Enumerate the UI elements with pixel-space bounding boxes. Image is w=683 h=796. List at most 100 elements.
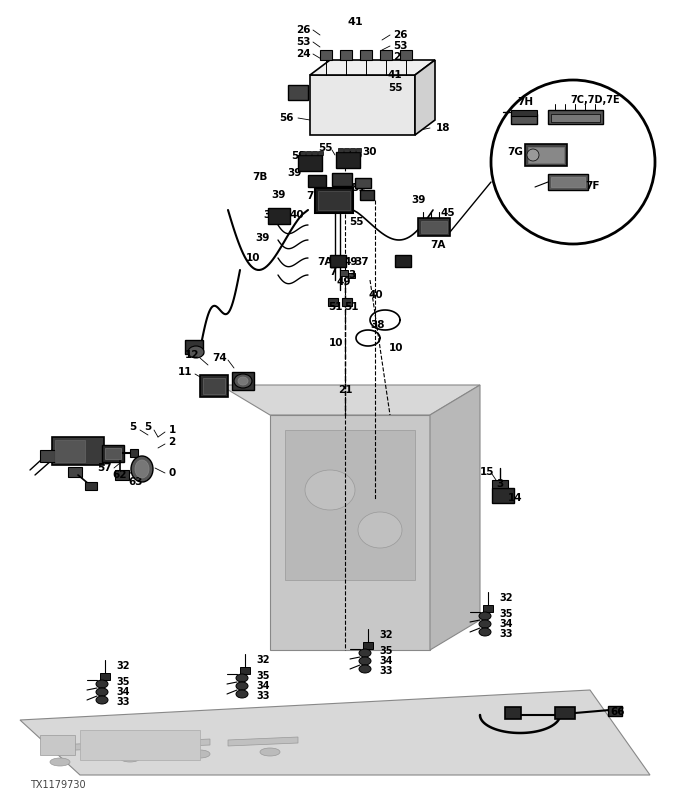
Text: 66: 66 — [611, 707, 625, 717]
Text: 63: 63 — [129, 477, 143, 487]
Text: 0: 0 — [169, 468, 176, 478]
Bar — [315, 188, 353, 213]
Text: 35: 35 — [256, 671, 270, 681]
Text: 15: 15 — [479, 467, 494, 477]
Text: 39: 39 — [255, 233, 269, 243]
Text: 56: 56 — [279, 113, 293, 123]
Text: 45: 45 — [441, 208, 456, 218]
Bar — [85, 482, 97, 490]
Polygon shape — [20, 690, 650, 775]
Bar — [318, 151, 323, 155]
Bar — [344, 148, 349, 152]
Text: 55: 55 — [388, 83, 402, 93]
Bar — [285, 430, 415, 580]
Text: 10: 10 — [246, 253, 260, 263]
Bar — [232, 372, 254, 390]
Bar — [68, 467, 82, 477]
Bar — [55, 440, 85, 462]
Text: 51: 51 — [328, 302, 342, 312]
Bar — [80, 730, 200, 760]
Bar — [306, 151, 311, 155]
Text: 26: 26 — [296, 25, 310, 35]
Text: 7G: 7G — [507, 147, 523, 157]
Text: 41: 41 — [347, 17, 363, 27]
Ellipse shape — [479, 612, 491, 620]
Bar — [330, 255, 346, 267]
Bar — [380, 50, 392, 60]
Text: 7: 7 — [329, 267, 337, 277]
Bar — [300, 151, 305, 155]
Bar — [185, 340, 203, 354]
Text: 74: 74 — [212, 353, 227, 363]
Text: 34: 34 — [499, 619, 513, 629]
Bar — [102, 445, 124, 462]
Text: 49: 49 — [337, 277, 351, 287]
Ellipse shape — [236, 690, 248, 698]
Ellipse shape — [188, 346, 204, 358]
Text: 51: 51 — [351, 183, 365, 193]
Text: 18: 18 — [436, 123, 450, 133]
Ellipse shape — [359, 665, 371, 673]
Text: 40: 40 — [369, 290, 383, 300]
Text: 55: 55 — [349, 217, 363, 227]
Ellipse shape — [190, 750, 210, 758]
Text: 12: 12 — [184, 350, 199, 360]
Text: 7A: 7A — [430, 240, 446, 250]
Bar — [52, 437, 104, 465]
Bar — [40, 735, 75, 755]
Ellipse shape — [96, 696, 108, 704]
Polygon shape — [310, 60, 435, 75]
Text: 11: 11 — [178, 367, 192, 377]
Ellipse shape — [135, 460, 149, 478]
Text: 38: 38 — [371, 320, 385, 330]
Text: 10: 10 — [389, 343, 403, 353]
Bar — [551, 177, 585, 187]
Ellipse shape — [305, 470, 355, 510]
Text: 51: 51 — [344, 302, 359, 312]
Text: 24: 24 — [296, 49, 310, 59]
Bar — [310, 75, 415, 135]
Text: 35: 35 — [379, 646, 393, 656]
Text: 53: 53 — [296, 37, 310, 47]
Bar — [115, 470, 129, 480]
Bar — [395, 255, 411, 267]
Bar — [511, 110, 537, 116]
Bar — [312, 151, 317, 155]
Bar — [525, 144, 567, 166]
Text: 41: 41 — [388, 70, 402, 80]
Bar — [350, 148, 355, 152]
Bar — [340, 50, 352, 60]
Ellipse shape — [527, 149, 539, 161]
Text: 7B: 7B — [306, 191, 322, 201]
Bar — [200, 375, 228, 397]
Bar — [298, 155, 322, 171]
Bar — [100, 733, 128, 751]
Circle shape — [491, 80, 655, 244]
Bar — [130, 449, 138, 457]
Bar — [318, 191, 350, 210]
Text: 3: 3 — [497, 479, 503, 489]
Text: 32: 32 — [256, 655, 270, 665]
Bar — [483, 605, 493, 612]
Bar — [363, 642, 373, 649]
Text: 33: 33 — [379, 666, 393, 676]
Bar — [342, 298, 352, 306]
Bar — [100, 673, 110, 680]
Ellipse shape — [234, 374, 252, 388]
Bar — [203, 378, 225, 394]
Ellipse shape — [359, 649, 371, 657]
Bar — [548, 110, 603, 124]
Bar — [288, 85, 308, 100]
Ellipse shape — [96, 680, 108, 688]
Text: 3: 3 — [348, 270, 356, 280]
Ellipse shape — [236, 674, 248, 682]
Polygon shape — [415, 60, 435, 135]
Bar — [492, 480, 508, 488]
Ellipse shape — [238, 377, 248, 385]
Bar — [332, 173, 352, 186]
Bar — [240, 667, 250, 674]
Ellipse shape — [359, 657, 371, 665]
Text: 34: 34 — [379, 656, 393, 666]
Ellipse shape — [236, 682, 248, 690]
Text: 7C,7D,7E: 7C,7D,7E — [570, 95, 619, 105]
